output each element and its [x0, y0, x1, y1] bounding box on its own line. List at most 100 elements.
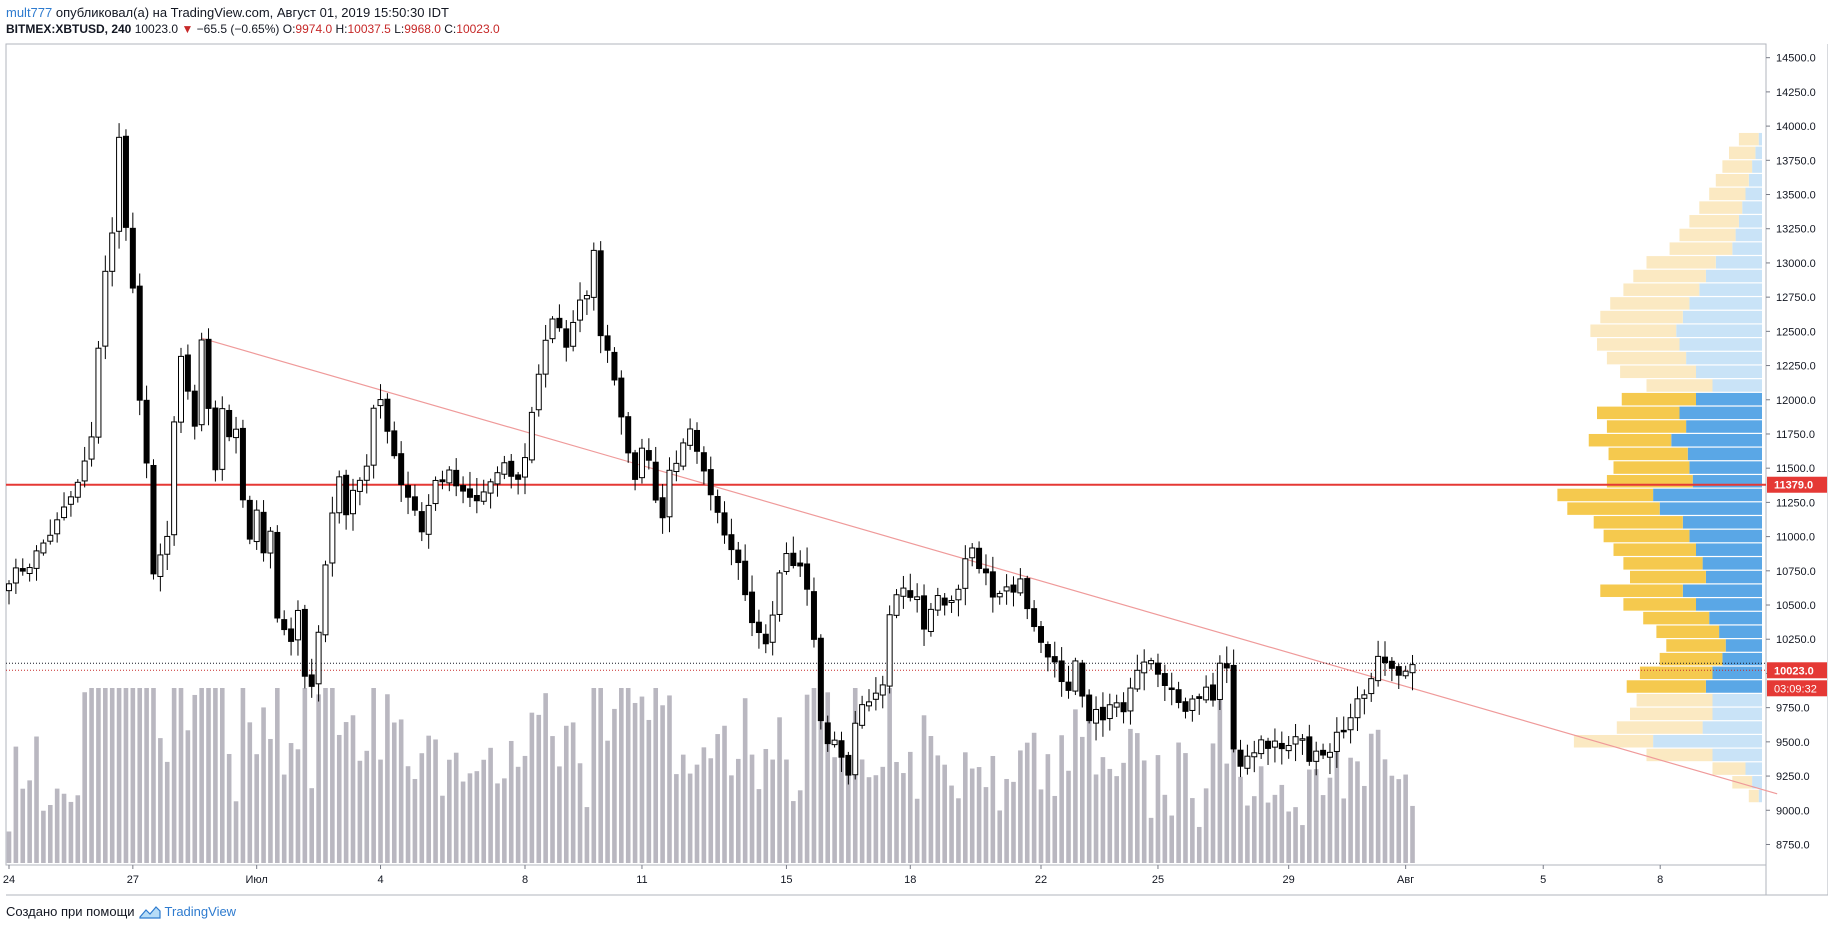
- volume-bar: [963, 752, 968, 863]
- profile-row-sell: [1705, 269, 1762, 283]
- volume-bar: [1368, 733, 1374, 863]
- footer: Создано при помощи TradingView: [6, 903, 236, 921]
- volume-bar: [1073, 709, 1078, 863]
- time-tick-label: 22: [1035, 874, 1047, 886]
- volume-bar: [983, 787, 989, 863]
- profile-row-buy: [1613, 461, 1690, 474]
- candle-up: [927, 608, 934, 632]
- volume-bar: [20, 788, 26, 863]
- volume-bar: [1258, 766, 1264, 863]
- candle-down: [1237, 749, 1244, 767]
- profile-row-buy: [1722, 160, 1753, 173]
- tradingview-link[interactable]: TradingView: [164, 904, 237, 919]
- candle-up: [1106, 704, 1113, 720]
- profile-row-sell: [1682, 310, 1762, 324]
- author-link[interactable]: mult777: [6, 5, 53, 20]
- candle-up: [294, 609, 301, 641]
- volume-bar: [178, 688, 184, 863]
- candle-up: [769, 614, 776, 643]
- last-price-badge-label: 10023.0: [1774, 665, 1814, 677]
- candle-down: [308, 674, 315, 687]
- volume-bar: [426, 735, 431, 863]
- profile-row-sell: [1712, 748, 1762, 762]
- candle-up: [1251, 752, 1258, 758]
- volume-profile: [1557, 132, 1762, 803]
- volume-bar: [1011, 781, 1016, 863]
- profile-row-sell: [1715, 256, 1762, 269]
- candle-up: [253, 509, 260, 543]
- candle-down: [260, 511, 267, 554]
- volume-bar: [667, 695, 672, 863]
- volume-bar: [1093, 774, 1099, 863]
- profile-row-buy: [1593, 516, 1683, 529]
- candle-up: [1244, 755, 1251, 769]
- profile-row-buy: [1715, 173, 1749, 187]
- candle-down: [659, 497, 666, 519]
- volume-bar: [206, 688, 211, 863]
- candle-down: [466, 488, 473, 498]
- volume-bar: [309, 788, 315, 863]
- volume-bar: [907, 751, 913, 863]
- candle-down: [301, 608, 308, 677]
- candle-up: [583, 295, 590, 300]
- profile-row-sell: [1696, 365, 1762, 379]
- candle-up: [322, 564, 329, 636]
- price-tick-label: 9250.0: [1776, 771, 1810, 783]
- volume-bar: [1121, 762, 1126, 863]
- volume-bar: [171, 688, 177, 863]
- candle-up: [67, 496, 74, 505]
- volume-bar: [784, 759, 789, 863]
- volume-bar: [1224, 763, 1230, 863]
- created-with-text: Создано при помощи: [6, 904, 135, 919]
- volume-bar: [6, 831, 12, 863]
- trend-line: [201, 337, 1778, 795]
- profile-row-buy: [1623, 283, 1700, 296]
- profile-row-buy: [1738, 132, 1759, 146]
- candle-up: [157, 554, 164, 577]
- candle-down: [1278, 742, 1285, 750]
- volume-bar: [1024, 742, 1030, 863]
- volume-bar: [1004, 778, 1009, 863]
- price-tick-label: 13000.0: [1776, 258, 1816, 270]
- candle-down: [804, 563, 811, 590]
- open-value: 9974.0: [295, 22, 333, 36]
- profile-row-buy: [1646, 379, 1713, 392]
- candle-down: [439, 479, 446, 483]
- volume-bar: [1141, 760, 1147, 863]
- candle-up: [570, 321, 577, 347]
- resistance-badge-bg: [1767, 476, 1827, 493]
- volume-bar: [1045, 754, 1051, 863]
- volume-bar: [928, 736, 934, 863]
- volume-bar: [949, 785, 954, 863]
- profile-row-sell: [1702, 721, 1762, 734]
- profile-row-buy: [1630, 570, 1706, 584]
- price-tick-label: 13750.0: [1776, 155, 1816, 167]
- resistance-badge-label: 11379.0: [1774, 480, 1813, 492]
- volume-bar: [770, 759, 775, 863]
- time-tick-label: 24: [3, 874, 15, 886]
- profile-row-sell: [1679, 406, 1762, 420]
- high-label: H:: [335, 22, 348, 36]
- volume-bar: [1279, 784, 1285, 863]
- volume-bar: [440, 795, 445, 863]
- candle-down: [1223, 663, 1230, 669]
- volume-bar: [1313, 769, 1319, 863]
- price-tick-label: 14250.0: [1776, 87, 1816, 99]
- profile-row-sell: [1709, 611, 1762, 625]
- volume-bar: [103, 688, 108, 863]
- volume-bar: [302, 688, 308, 863]
- plot-area-frame: [5, 43, 1767, 866]
- candle-down: [1038, 626, 1044, 643]
- candle-up: [81, 460, 88, 482]
- candle-down: [398, 453, 405, 486]
- candle-up: [893, 594, 900, 616]
- volume-bar: [1066, 770, 1071, 863]
- volume-bar: [151, 688, 156, 863]
- volume-bar: [1079, 736, 1085, 863]
- candle-up: [88, 436, 95, 460]
- profile-row-buy: [1626, 680, 1706, 693]
- candle-down: [721, 512, 728, 536]
- candle-up: [1017, 578, 1024, 594]
